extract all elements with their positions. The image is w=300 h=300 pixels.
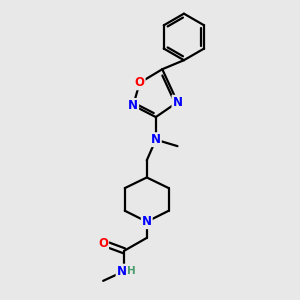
- Text: N: N: [128, 99, 138, 112]
- Text: N: N: [172, 96, 182, 109]
- Text: N: N: [142, 215, 152, 228]
- Text: N: N: [117, 265, 127, 278]
- Text: O: O: [135, 76, 145, 89]
- Text: H: H: [127, 266, 136, 276]
- Text: N: N: [151, 133, 161, 146]
- Text: O: O: [98, 236, 108, 250]
